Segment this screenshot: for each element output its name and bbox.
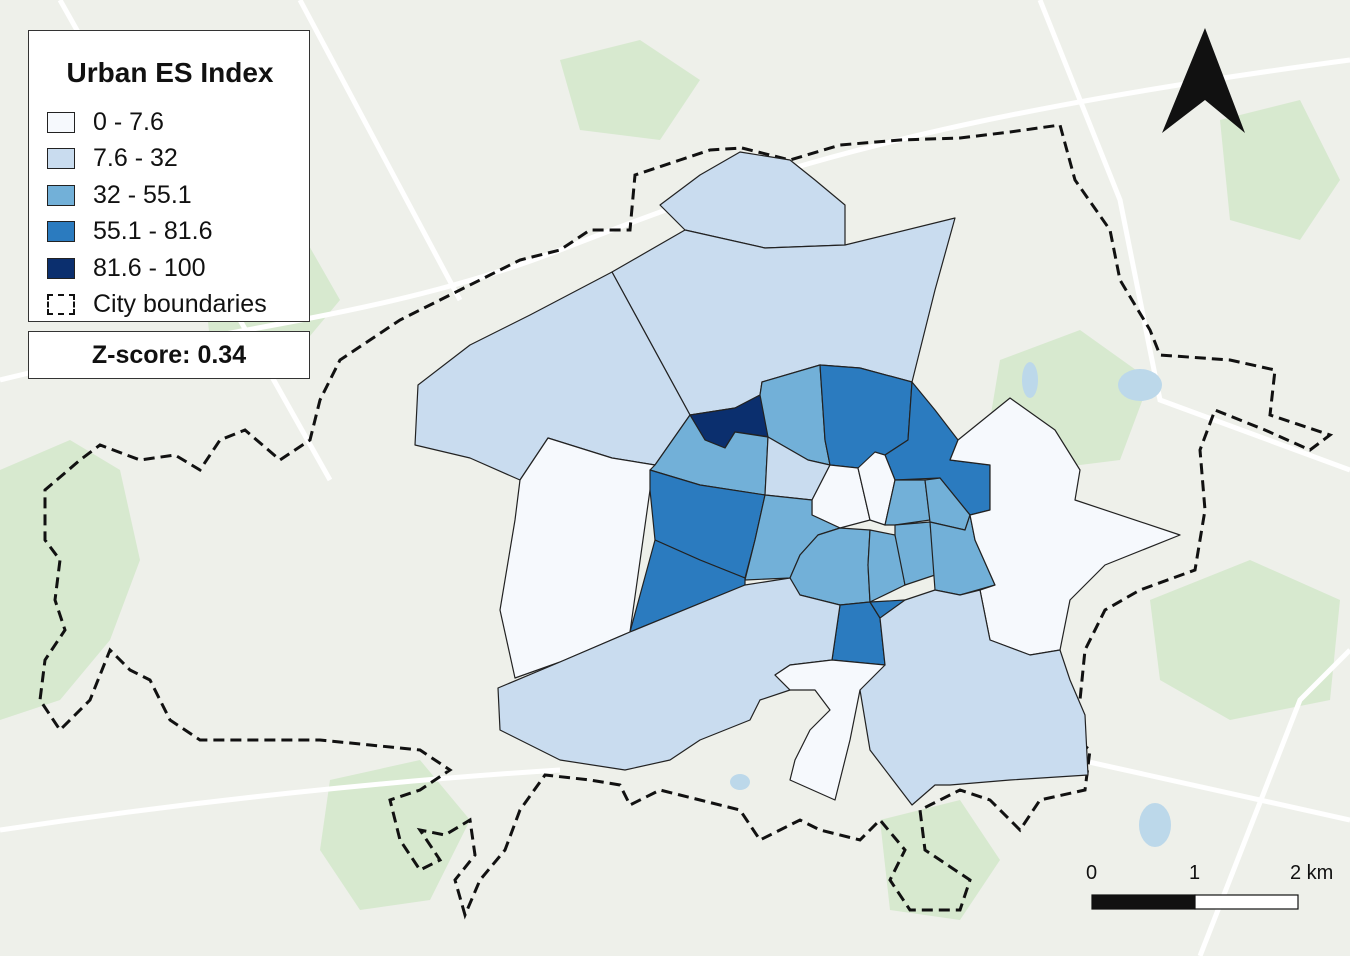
district-south-white[interactable] xyxy=(774,659,886,801)
legend-swatch xyxy=(47,220,75,242)
district-dark-southwest[interactable] xyxy=(629,539,746,633)
zscore-box: Z-score: 0.34 xyxy=(28,331,310,379)
legend-title: Urban ES Index xyxy=(66,57,274,88)
legend: Urban ES Index 0 - 7.6 7.6 - 32 32 - 55.… xyxy=(28,30,310,322)
choropleth-districts xyxy=(414,151,1181,806)
legend-item-class-3: 32 - 55.1 xyxy=(47,180,192,210)
legend-item-class-1: 0 - 7.6 xyxy=(47,107,164,137)
legend-swatch xyxy=(47,184,75,206)
basemap-green-areas xyxy=(0,40,1340,920)
north-arrow-icon xyxy=(1162,28,1245,133)
legend-item-class-4: 55.1 - 81.6 xyxy=(47,216,213,246)
legend-label: 0 - 7.6 xyxy=(93,107,164,136)
district-mid-east-3[interactable] xyxy=(894,521,936,586)
legend-label: City boundaries xyxy=(93,289,267,318)
district-mid-east-1[interactable] xyxy=(884,479,931,526)
legend-label: 55.1 - 81.6 xyxy=(93,216,213,245)
legend-item-boundary: City boundaries xyxy=(47,289,267,319)
legend-label: 7.6 - 32 xyxy=(93,143,178,172)
legend-item-class-2: 7.6 - 32 xyxy=(47,143,178,173)
legend-swatch xyxy=(47,111,75,133)
district-southeast[interactable] xyxy=(859,589,1089,806)
scale-bar xyxy=(1091,894,1299,910)
scale-label-1: 1 xyxy=(1189,862,1201,884)
legend-label: 81.6 - 100 xyxy=(93,253,206,282)
scale-label-0: 0 xyxy=(1086,862,1098,884)
legend-swatch xyxy=(47,147,75,169)
legend-item-class-5: 81.6 - 100 xyxy=(47,253,206,283)
scale-label-2: 2 km xyxy=(1290,862,1334,884)
legend-swatch-dashed xyxy=(47,293,75,315)
legend-swatch xyxy=(47,257,75,279)
basemap-water xyxy=(730,362,1171,847)
legend-label: 32 - 55.1 xyxy=(93,180,192,209)
city-boundary xyxy=(38,123,1334,920)
